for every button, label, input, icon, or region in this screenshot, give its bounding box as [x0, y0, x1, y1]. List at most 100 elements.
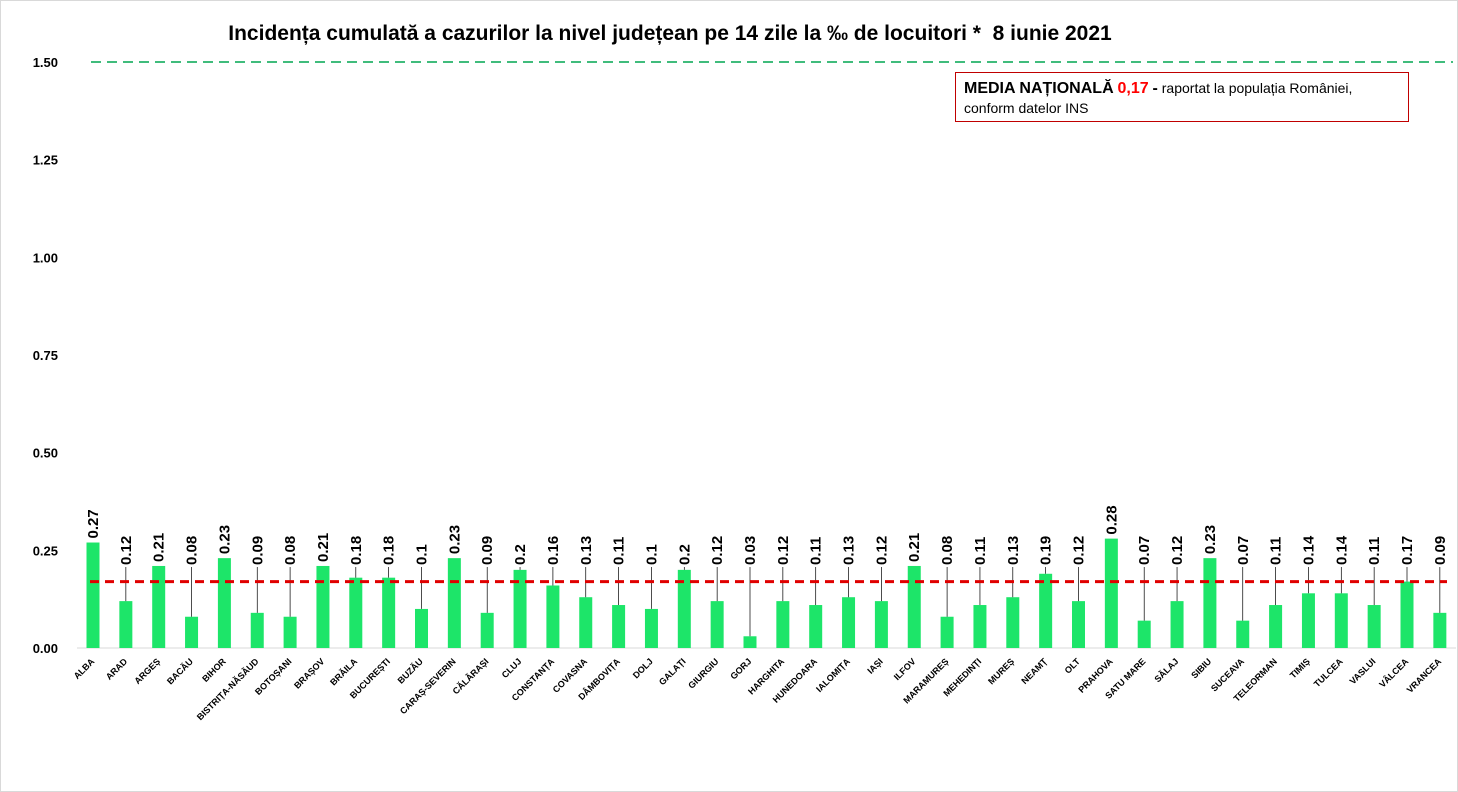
data-label: 0.11 — [1268, 537, 1285, 565]
data-label: 0.11 — [808, 537, 825, 565]
x-tick-label: CLUJ — [500, 656, 524, 680]
bar — [382, 577, 396, 648]
bar — [1137, 620, 1151, 648]
data-label: 0.11 — [611, 537, 628, 565]
bar — [546, 585, 560, 648]
data-label: 0.08 — [939, 536, 956, 565]
y-tick-label: 0.50 — [33, 446, 58, 461]
y-tick-label: 1.25 — [33, 153, 58, 168]
x-tick-label: BRAȘOV — [292, 656, 326, 690]
x-tick-label: CARAȘ-SEVERIN — [398, 656, 458, 716]
bar — [1072, 601, 1085, 648]
x-tick-label: BACĂU — [165, 656, 195, 686]
data-label: 0.12 — [1071, 536, 1088, 565]
x-tick-label: IALOMIȚA — [814, 656, 852, 694]
data-label: 0.12 — [775, 536, 792, 565]
x-tick-label: GIURGIU — [686, 656, 720, 690]
bar — [809, 605, 823, 648]
data-label: 0.21 — [151, 533, 168, 562]
data-label: 0.17 — [1399, 536, 1416, 565]
data-label: 0.1 — [643, 544, 660, 565]
bar — [119, 601, 133, 648]
national-average-box: MEDIA NAȚIONALĂ 0,17 - raportat la popul… — [955, 72, 1409, 122]
bar — [283, 616, 297, 648]
average-label: MEDIA NAȚIONALĂ — [964, 80, 1114, 97]
x-tick-label: TIMIȘ — [1288, 656, 1312, 680]
x-tick-label: NEAMȚ — [1019, 656, 1049, 686]
data-label: 0.11 — [972, 537, 989, 565]
data-label: 0.13 — [841, 536, 858, 565]
data-label: 0.07 — [1136, 536, 1153, 565]
x-tick-label: IAȘI — [865, 656, 884, 675]
x-tick-label: OLT — [1063, 656, 1083, 676]
bar — [185, 616, 199, 648]
data-label: 0.23 — [216, 525, 233, 554]
data-label: 0.09 — [1432, 536, 1449, 565]
bar — [644, 608, 658, 648]
bar — [513, 569, 527, 648]
bar — [1301, 593, 1315, 648]
bar — [677, 569, 691, 648]
average-text-2: conform datelor INS — [964, 100, 1089, 116]
y-tick-label: 0.25 — [33, 543, 58, 558]
bar — [217, 558, 231, 648]
bar — [86, 542, 100, 648]
data-label: 0.27 — [85, 509, 102, 538]
data-label: 0.12 — [873, 536, 890, 565]
data-label: 0.2 — [512, 544, 529, 565]
chart-title: Incidența cumulată a cazurilor la nivel … — [228, 22, 1112, 45]
x-tick-label: ARAD — [104, 656, 130, 682]
bar — [349, 577, 363, 648]
data-label: 0.21 — [906, 533, 923, 562]
data-label: 0.11 — [1366, 537, 1383, 565]
bar — [415, 608, 428, 648]
x-tick-label: TULCEA — [1312, 656, 1345, 689]
x-tick-label: DOLJ — [631, 656, 655, 680]
bar — [152, 565, 166, 648]
y-tick-label: 1.00 — [33, 250, 58, 265]
bar — [1367, 605, 1381, 648]
x-tick-label: VASLUI — [1348, 656, 1378, 686]
bar — [1433, 612, 1447, 648]
bar — [776, 601, 790, 648]
data-label: 0.12 — [709, 536, 726, 565]
average-box-line-1: MEDIA NAȚIONALĂ 0,17 - raportat la popul… — [964, 79, 1400, 98]
data-label: 0.13 — [1005, 536, 1022, 565]
data-label: 0.18 — [381, 536, 398, 565]
bar — [743, 636, 757, 648]
x-tick-label: VRANCEA — [1405, 656, 1444, 695]
data-label: 0.2 — [676, 544, 693, 565]
data-label: 0.1 — [414, 544, 431, 565]
data-label: 0.13 — [578, 536, 595, 565]
bar — [973, 605, 987, 648]
bar — [1170, 601, 1184, 648]
bar — [1236, 620, 1250, 648]
bar — [480, 612, 494, 648]
x-tick-label: ALBA — [72, 656, 97, 681]
x-tick-label: VÂLCEA — [1376, 655, 1410, 689]
data-label: 0.19 — [1038, 536, 1055, 565]
y-tick-label: 1.50 — [33, 55, 58, 70]
bar — [447, 558, 461, 648]
bar — [1334, 593, 1348, 648]
data-label: 0.14 — [1333, 535, 1350, 565]
bar — [579, 597, 593, 648]
x-tick-label: BISTRIȚA-NĂSĂUD — [195, 656, 261, 722]
bar — [1039, 573, 1053, 648]
data-label: 0.23 — [446, 525, 463, 554]
bar — [874, 601, 888, 648]
bar — [1203, 558, 1217, 648]
data-label: 0.12 — [118, 536, 135, 565]
x-tick-label: SĂLAJ — [1153, 656, 1181, 684]
bar — [940, 616, 954, 648]
data-label: 0.16 — [545, 536, 562, 565]
x-tick-label: GALAȚI — [657, 656, 688, 687]
x-tick-label: BUZĂU — [396, 656, 425, 685]
data-label: 0.09 — [479, 536, 496, 565]
data-label: 0.23 — [1202, 525, 1219, 554]
x-tick-label: GORJ — [728, 656, 753, 681]
bar — [710, 601, 724, 648]
data-label: 0.28 — [1103, 505, 1120, 534]
x-tick-label: BRĂILA — [328, 656, 359, 687]
